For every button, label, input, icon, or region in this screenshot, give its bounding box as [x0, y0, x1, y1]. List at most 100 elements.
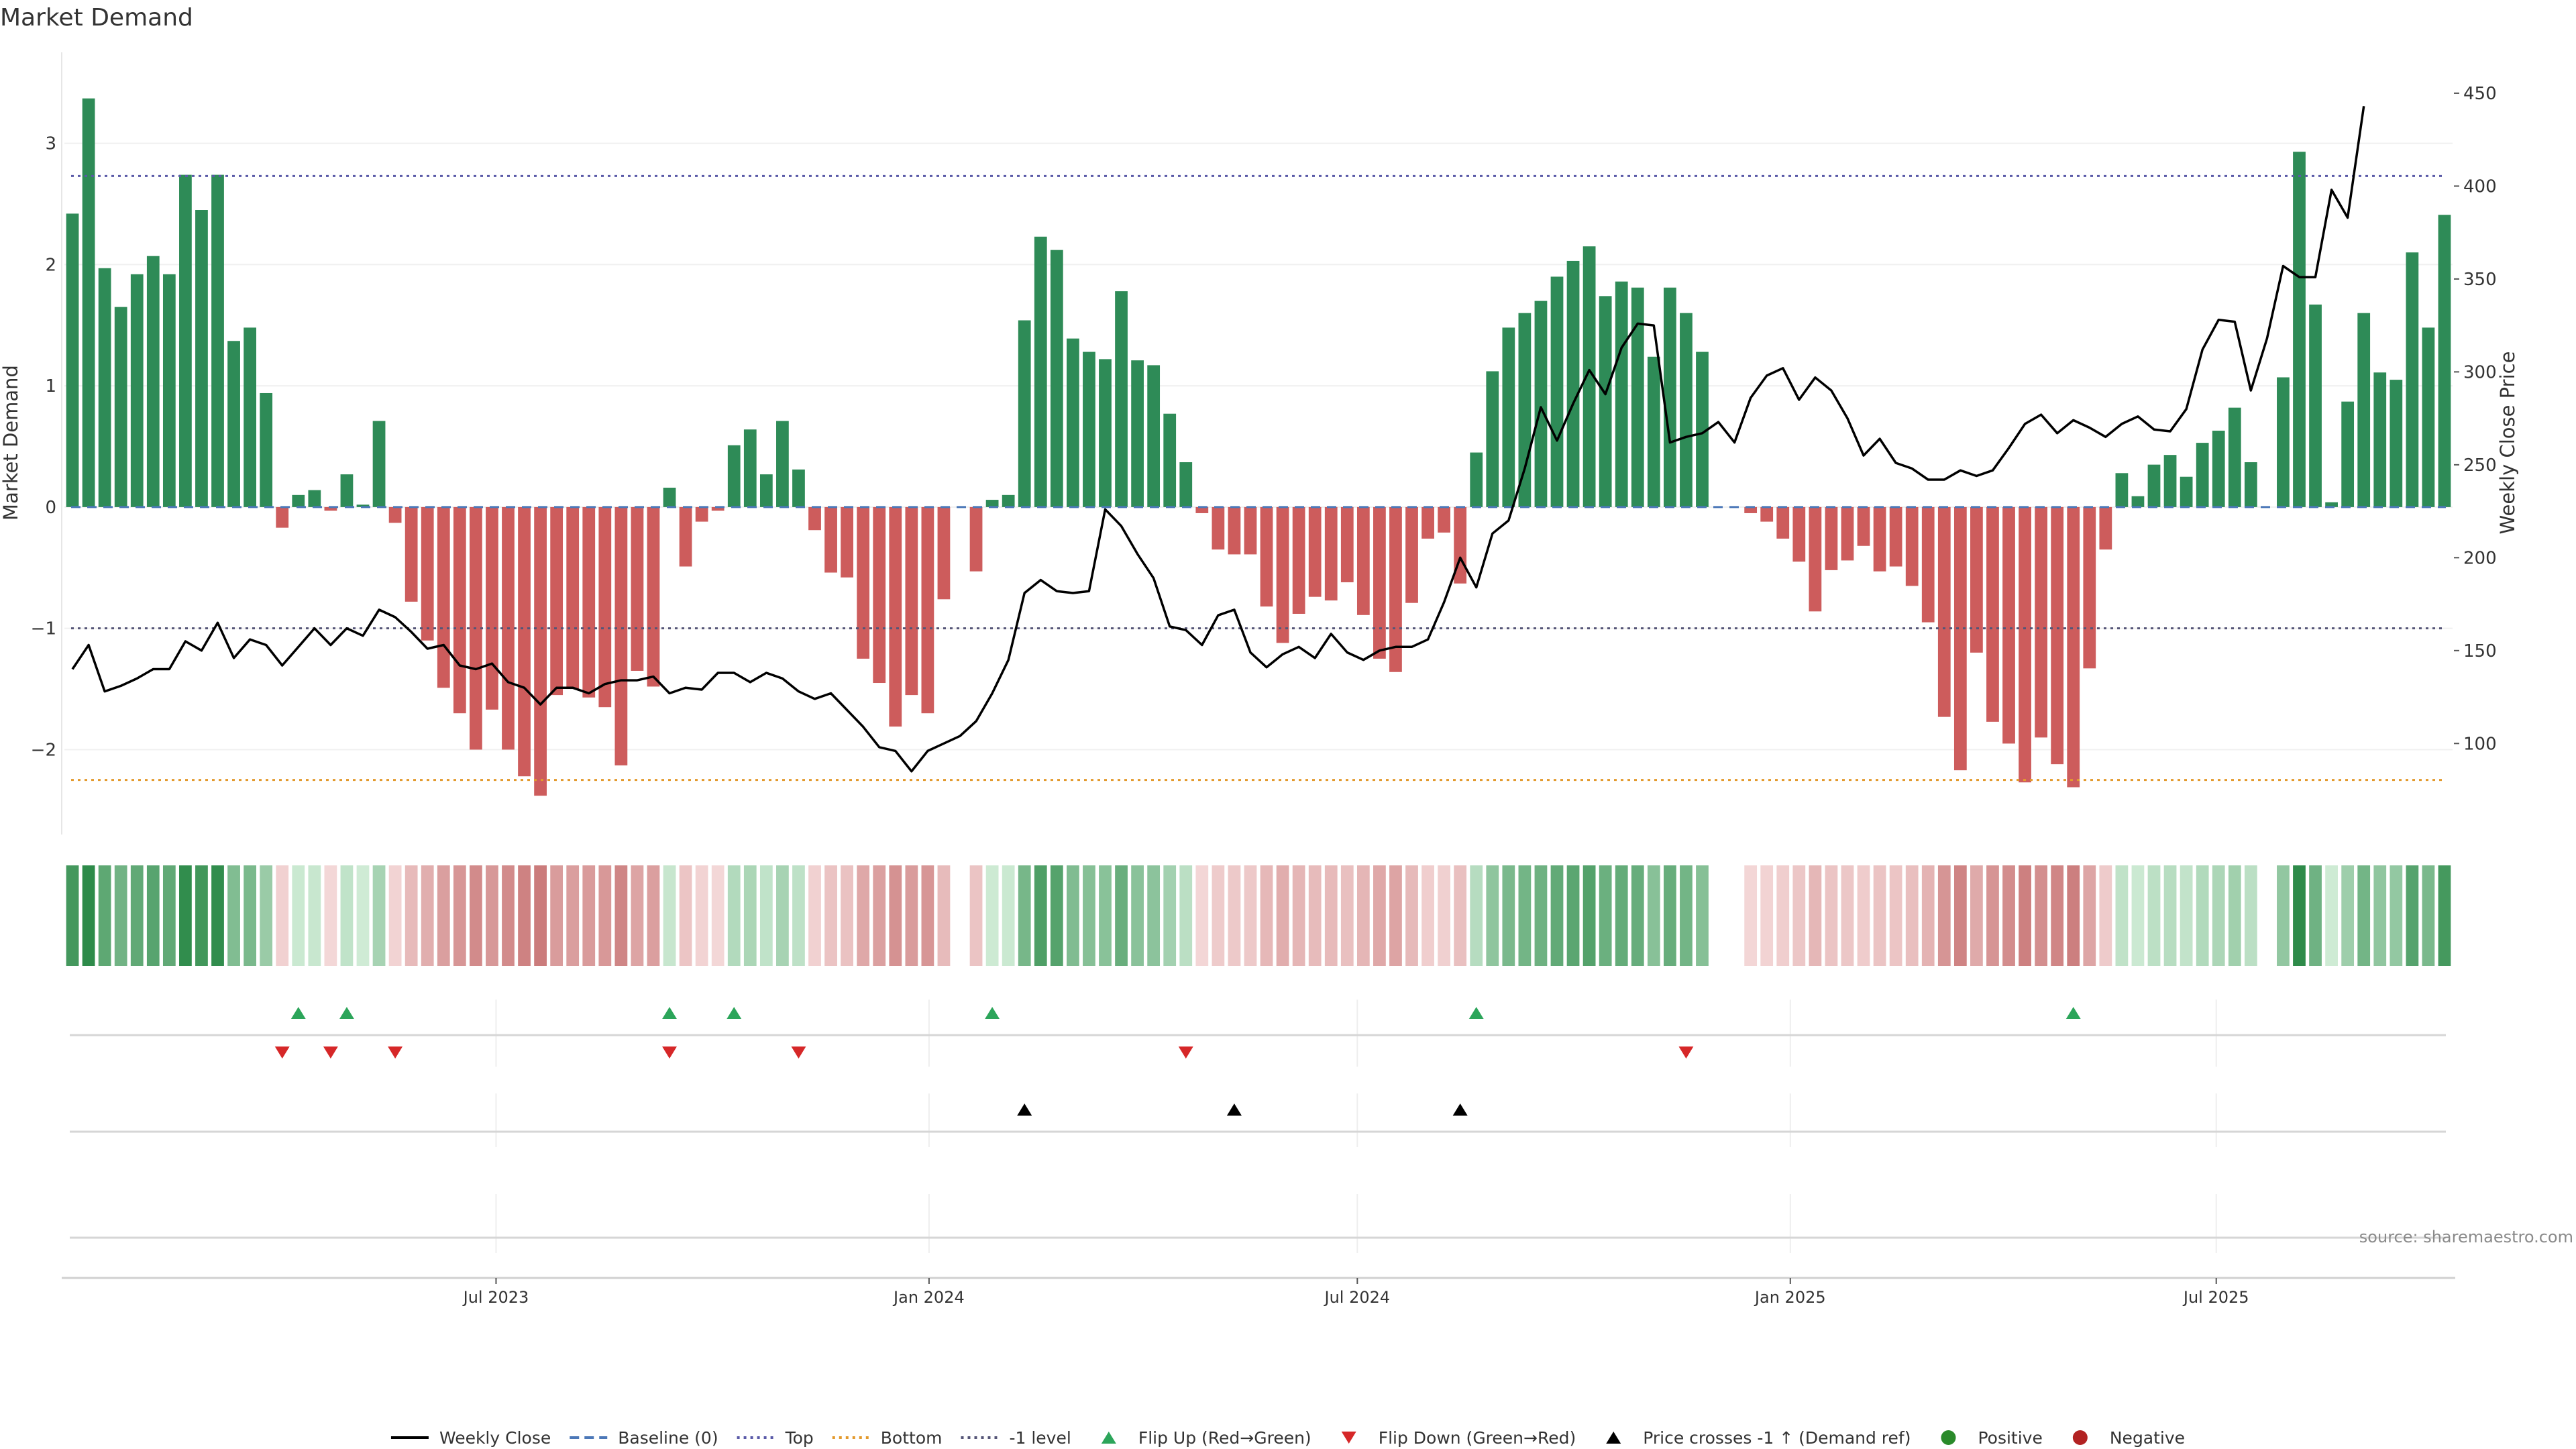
legend-swatch: [1101, 1432, 1116, 1444]
demand-bar: [1050, 250, 1063, 507]
strip-cell: [1276, 865, 1289, 966]
strip-cell: [1260, 865, 1273, 966]
chart-title: Market Demand: [0, 4, 193, 32]
demand-bar: [2019, 506, 2031, 783]
strip-cell: [2180, 865, 2193, 966]
price-cross-marker: [1017, 1104, 1032, 1116]
strip-cell: [1599, 865, 1612, 966]
y-tick-label: 3: [45, 134, 56, 154]
demand-bar: [453, 506, 466, 714]
y-right-tick-label: 300: [2463, 362, 2497, 382]
demand-bar: [1034, 236, 1047, 507]
strip-cell: [98, 865, 111, 966]
x-axis: Jul 2023 Jan 2024 Jul 2024 Jan 2025 Jul 2025: [62, 1277, 2455, 1307]
strip-cell: [631, 865, 644, 966]
demand-bar: [2357, 313, 2371, 507]
demand-bar: [2277, 377, 2290, 507]
demand-bar: [808, 506, 821, 531]
strip-cell: [1356, 865, 1370, 966]
y-tick-label: 2: [45, 255, 56, 275]
demand-bar: [711, 506, 724, 511]
strip-cell: [1857, 865, 1870, 966]
demand-bar: [1663, 287, 1676, 507]
y-right-tick-label: 100: [2463, 734, 2497, 754]
demand-bar: [2341, 401, 2355, 507]
strip-cell: [647, 865, 660, 966]
legend-label: Price crosses -1 ↑ (Demand ref): [1643, 1428, 1911, 1448]
demand-bar: [405, 506, 418, 602]
strip-cell: [179, 865, 192, 966]
demand-bar: [2051, 506, 2064, 765]
legend: Weekly Close Baseline (0) Top Bottom -1 leve…: [390, 1428, 2185, 1448]
strip-cell: [421, 865, 434, 966]
demand-bar: [260, 392, 273, 507]
strip-cell: [776, 865, 789, 966]
strip-cell: [2131, 865, 2145, 966]
strip-cell: [759, 865, 773, 966]
strip-cell: [162, 865, 176, 966]
strip-cell: [1438, 865, 1451, 966]
demand-bar: [1340, 506, 1354, 582]
demand-bar: [1857, 506, 1870, 546]
strip-cell: [1018, 865, 1031, 966]
demand-bar: [308, 490, 321, 507]
demand-bar: [582, 506, 596, 698]
demand-bar: [1083, 352, 1095, 507]
demand-bar: [324, 506, 337, 511]
strip-cell: [1776, 865, 1790, 966]
demand-bar: [1550, 276, 1564, 507]
demand-bar: [2390, 380, 2403, 507]
strip-cell: [1518, 865, 1532, 966]
strip-cell: [82, 865, 95, 966]
demand-bar: [824, 506, 837, 573]
demand-bar: [162, 274, 176, 507]
demand-bar: [1276, 506, 1289, 643]
demand-bar: [1760, 506, 1774, 522]
demand-bar: [679, 506, 692, 567]
strip-cell: [324, 865, 337, 966]
demand-bar: [2180, 476, 2193, 507]
strip-cell: [1663, 865, 1676, 966]
strip-cell: [711, 865, 724, 966]
strip-cell: [2422, 865, 2435, 966]
demand-bar: [969, 506, 983, 572]
demand-bar: [1744, 506, 1758, 513]
flip-down-marker: [791, 1046, 806, 1059]
y-axis-right-label: Weekly Close Price: [2496, 352, 2519, 535]
demand-bar: [550, 506, 564, 696]
strip-cell: [1873, 865, 1886, 966]
strip-cell: [1115, 865, 1128, 966]
demand-bar: [211, 174, 224, 507]
strip-cell: [1308, 865, 1322, 966]
demand-bar: [2035, 506, 2048, 738]
legend-item: Price crosses -1 ↑ (Demand ref): [1606, 1428, 1911, 1448]
strip-cell: [2051, 865, 2064, 966]
strip-cell: [2147, 865, 2161, 966]
demand-bar: [276, 506, 289, 528]
strip-cell: [857, 865, 870, 966]
demand-bar: [2293, 152, 2306, 507]
flip-up-marker: [662, 1007, 678, 1019]
y-tick-label: 0: [45, 498, 56, 518]
price-cross-marker: [1452, 1104, 1468, 1116]
strip-cell: [1534, 865, 1548, 966]
strip-cell: [1373, 865, 1386, 966]
demand-bar: [1389, 506, 1402, 672]
legend-label: Bottom: [881, 1428, 943, 1448]
legend-item: Weekly Close: [390, 1428, 551, 1448]
strip-cell: [1131, 865, 1144, 966]
x-tick-label: Jan 2025: [1754, 1288, 1826, 1307]
demand-bar: [759, 474, 773, 507]
strip-cell: [1809, 865, 1822, 966]
strip-cell: [1825, 865, 1838, 966]
strip-cell: [1292, 865, 1305, 966]
flip-down-marker: [388, 1046, 403, 1059]
strip-cell: [969, 865, 983, 966]
demand-bar: [1921, 506, 1935, 623]
demand-bar: [1179, 462, 1193, 507]
y-right-tick-label: 200: [2463, 548, 2497, 568]
demand-bar: [1631, 287, 1644, 507]
strip-cell: [372, 865, 386, 966]
demand-bar: [1292, 506, 1305, 614]
